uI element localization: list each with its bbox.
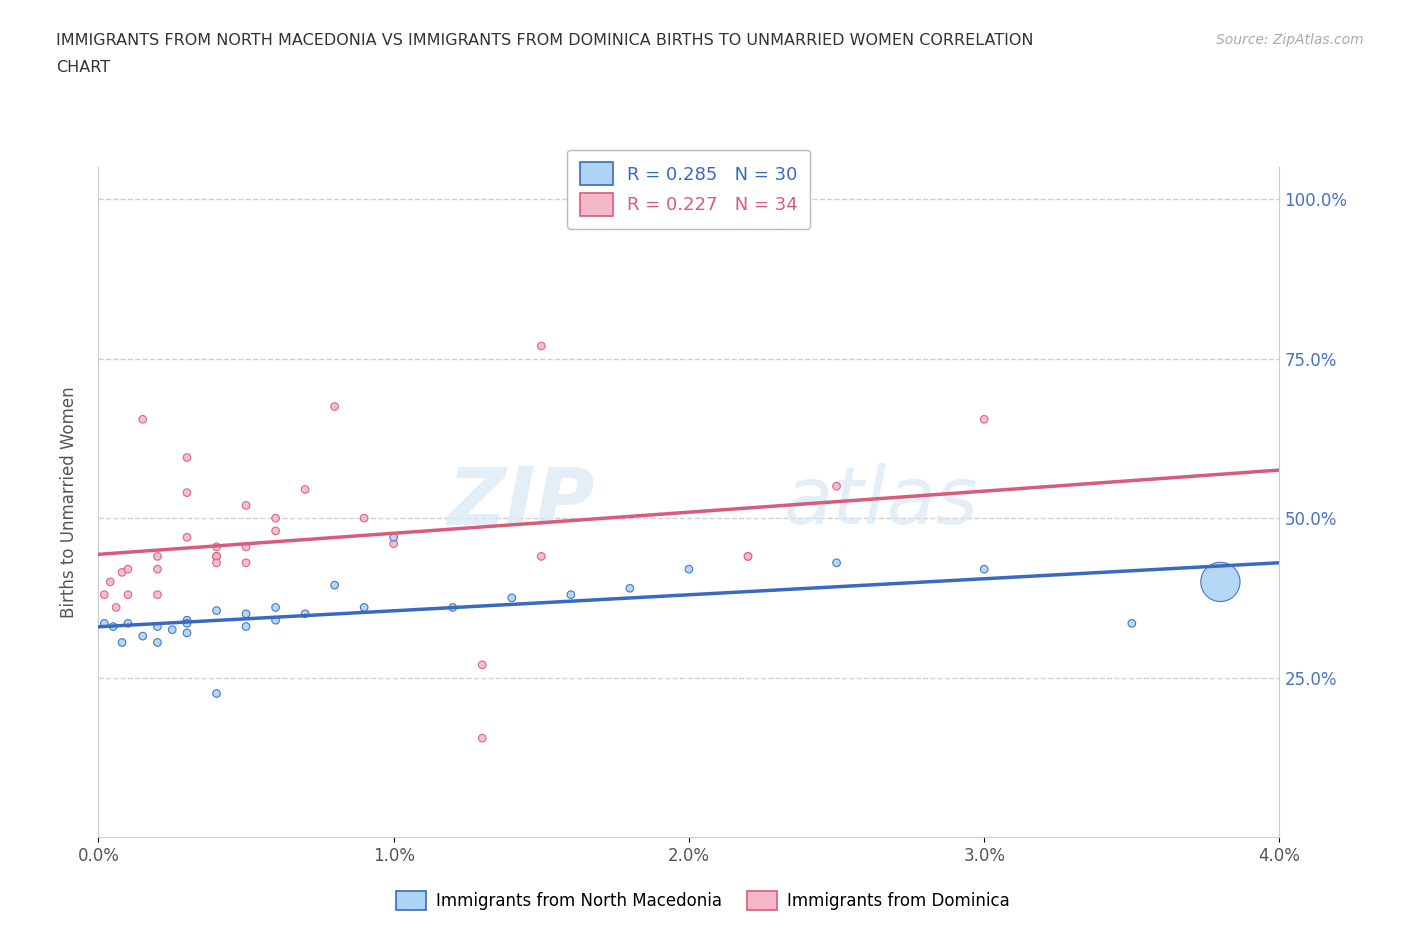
Point (146, 549, 169, 564)
Text: Source: ZipAtlas.com: Source: ZipAtlas.com (1216, 33, 1364, 46)
Point (98, 575, 121, 590)
Point (1121, 616, 1143, 631)
Point (825, 555, 848, 570)
Point (176, 530, 198, 545)
Point (146, 562, 169, 577)
Point (737, 549, 759, 564)
Point (530, 549, 553, 564)
Point (146, 587, 169, 602)
Text: IMMIGRANTS FROM NORTH MACEDONIA VS IMMIGRANTS FROM DOMINICA BIRTHS TO UNMARRIED : IMMIGRANTS FROM NORTH MACEDONIA VS IMMIG… (56, 33, 1033, 47)
Point (530, 339, 553, 353)
Point (205, 686, 228, 701)
Point (323, 399, 346, 414)
Point (353, 511, 375, 525)
Point (117, 616, 139, 631)
Point (111, 565, 134, 579)
Point (501, 591, 523, 605)
Point (235, 555, 257, 570)
Point (235, 539, 257, 554)
Point (323, 578, 346, 592)
Point (205, 539, 228, 554)
Point (205, 604, 228, 618)
Legend: R = 0.285   N = 30, R = 0.227   N = 34: R = 0.285 N = 30, R = 0.227 N = 34 (568, 150, 810, 229)
Point (176, 485, 198, 500)
Point (235, 606, 257, 621)
Text: ZIP: ZIP (447, 463, 595, 541)
Point (1209, 575, 1232, 590)
Point (93, 616, 115, 631)
Point (176, 613, 198, 628)
Point (560, 587, 582, 602)
Point (205, 555, 228, 570)
Point (441, 600, 464, 615)
Point (973, 562, 995, 577)
Legend: Immigrants from North Macedonia, Immigrants from Dominica: Immigrants from North Macedonia, Immigra… (389, 884, 1017, 917)
Point (176, 450, 198, 465)
Point (111, 635, 134, 650)
Point (117, 562, 139, 577)
Point (132, 629, 155, 644)
Point (382, 537, 405, 551)
Point (264, 524, 287, 538)
Point (162, 622, 183, 637)
Point (353, 600, 375, 615)
Point (264, 600, 287, 615)
Point (117, 587, 139, 602)
Text: atlas: atlas (783, 463, 979, 541)
Point (294, 482, 316, 497)
Point (176, 616, 198, 631)
Point (146, 635, 169, 650)
Point (471, 658, 494, 672)
Point (146, 619, 169, 634)
Point (235, 498, 257, 512)
Point (678, 562, 700, 577)
Point (471, 731, 494, 746)
Point (264, 511, 287, 525)
Point (235, 619, 257, 634)
Point (105, 600, 128, 615)
Y-axis label: Births to Unmarried Women: Births to Unmarried Women (59, 386, 77, 618)
Point (294, 606, 316, 621)
Point (103, 619, 125, 634)
Text: CHART: CHART (56, 60, 110, 75)
Point (973, 412, 995, 427)
Point (93, 587, 115, 602)
Point (619, 581, 641, 596)
Point (825, 479, 848, 494)
Point (382, 530, 405, 545)
Point (737, 549, 759, 564)
Point (176, 626, 198, 641)
Point (205, 549, 228, 564)
Point (132, 412, 155, 427)
Point (264, 613, 287, 628)
Point (205, 549, 228, 564)
